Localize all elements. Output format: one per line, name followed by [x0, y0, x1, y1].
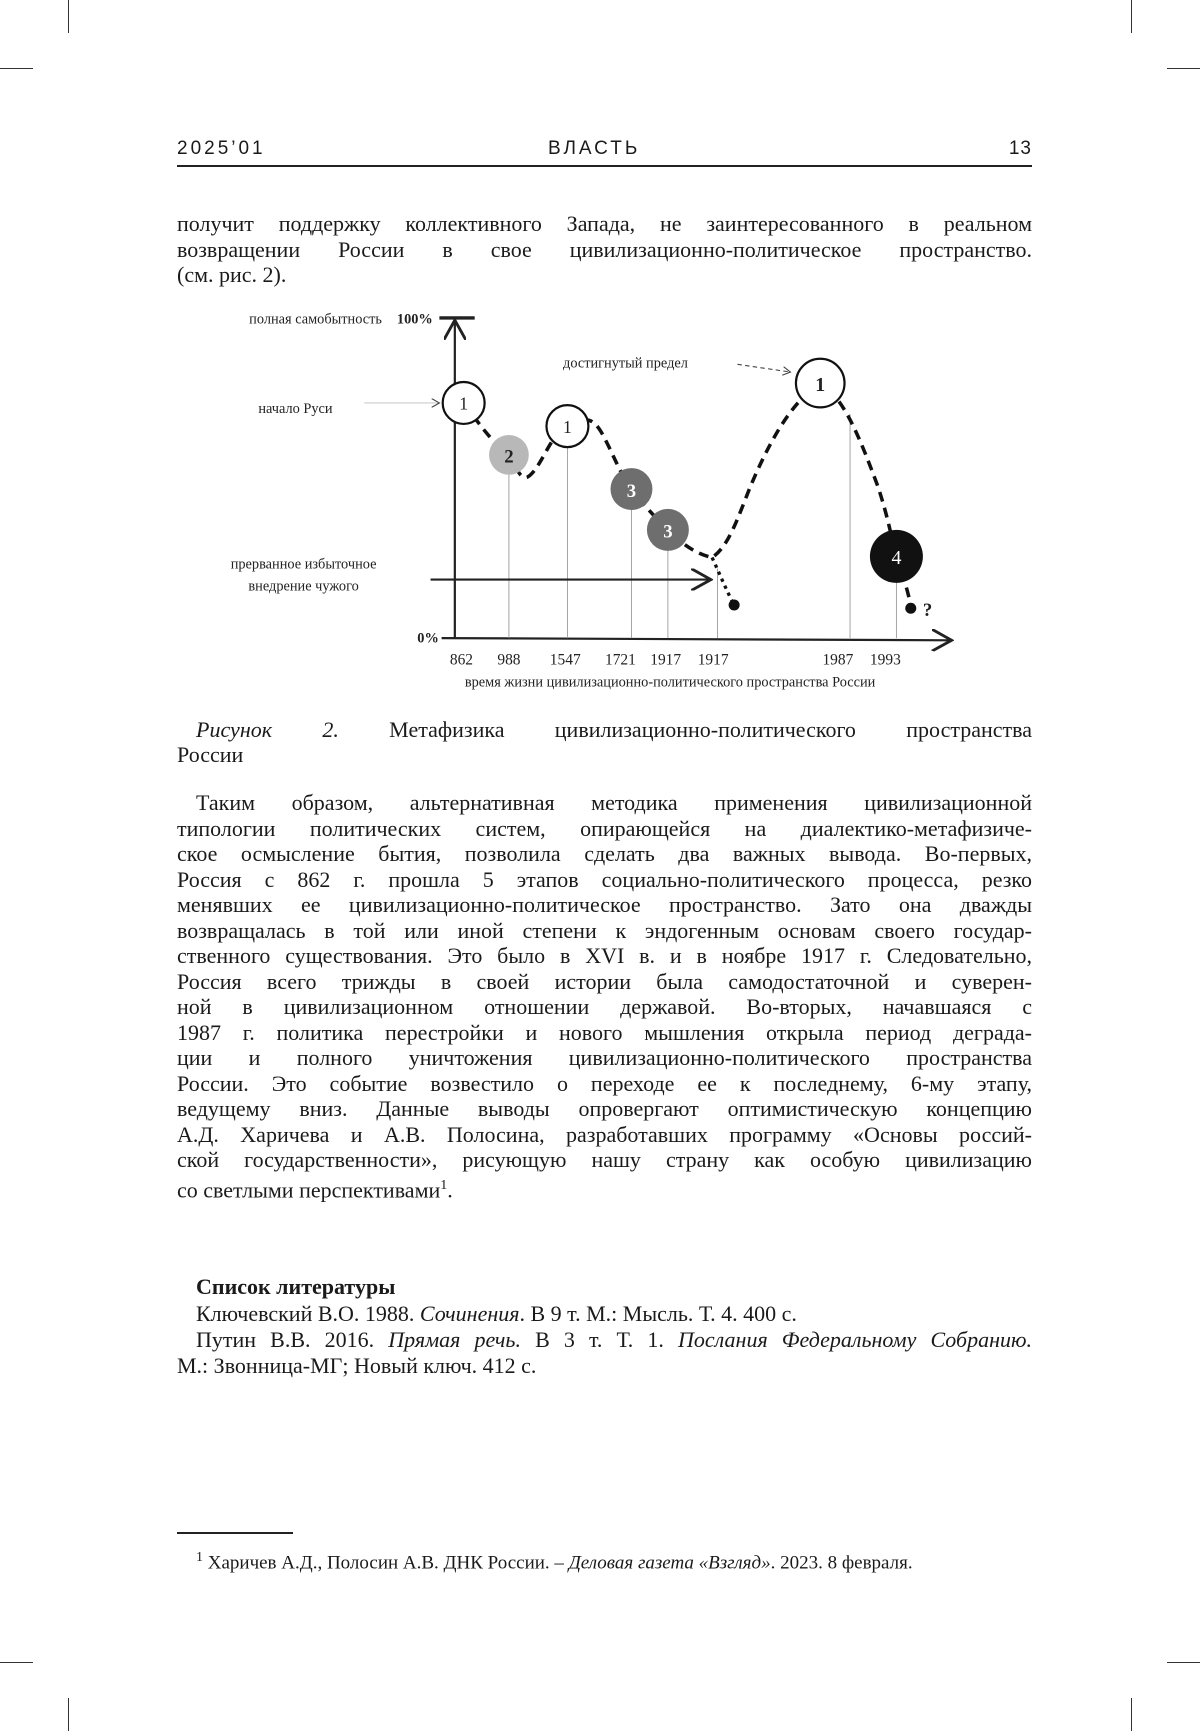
text-line: ское осмысление бытия, позволила сделать…	[177, 841, 1032, 867]
interrupted-branch	[712, 557, 734, 604]
crop-mark	[0, 68, 33, 69]
crop-mark	[68, 0, 69, 33]
year-label: 1993	[870, 652, 901, 669]
stage-circle: 1	[443, 382, 485, 424]
text-line: России. Это событие возвестило о переход…	[177, 1071, 1032, 1097]
header-rule	[177, 165, 1032, 167]
year-label: 1917	[698, 652, 729, 669]
question-mark: ?	[923, 600, 932, 621]
text-line: ции и полного уничтожения цивилизационно…	[177, 1045, 1032, 1071]
stage-circle: 1	[546, 405, 588, 447]
text-line: Россия с 862 г. прошла 5 этапов социальн…	[177, 867, 1032, 893]
text-line: со светлыми перспективами1.	[177, 1173, 1032, 1199]
label-interrupted: внедрение чужого	[248, 579, 358, 595]
x-axis-title: время жизни цивилизационно-политического…	[465, 675, 876, 691]
label-interrupted: прерванное избыточное	[231, 557, 377, 573]
label-0: 0%	[417, 631, 439, 647]
reference-item: Путин В.В. 2016. Прямая речь. В 3 т. Т. …	[196, 1327, 1032, 1353]
crop-mark	[1131, 1698, 1132, 1731]
year-label: 1547	[550, 652, 581, 669]
text-line: менявших ее цивилизационно-политическое …	[177, 892, 1032, 918]
text-line: Россия всего трижды в своей истории была…	[177, 969, 1032, 995]
x-axis	[442, 638, 952, 640]
stage-circle: 4	[870, 530, 923, 583]
svg-text:1: 1	[563, 417, 572, 437]
text-line: возвращении России в свое цивилизационно…	[177, 237, 1032, 263]
year-label: 988	[497, 652, 520, 669]
year-label: 862	[450, 652, 473, 669]
text-line: ской государственности», рисующую нашу с…	[177, 1147, 1032, 1173]
journal-title: ВЛАСТЬ	[548, 138, 640, 160]
stage-circle: 3	[610, 468, 652, 510]
svg-text:3: 3	[627, 481, 636, 502]
label-100: 100%	[397, 311, 433, 327]
text-line: А.Д. Харичева и А.В. Полосина, разработа…	[177, 1122, 1032, 1148]
text-line: ведущему вниз. Данные выводы опровергают…	[177, 1096, 1032, 1122]
stage-circle: 2	[489, 435, 529, 475]
svg-text:2: 2	[504, 447, 513, 468]
reference-item-cont: М.: Звонница-МГ; Новый ключ. 412 с.	[177, 1353, 1032, 1379]
end-dot	[905, 603, 916, 614]
caption-text: Метафизика цивилизационно-политического …	[389, 717, 1032, 742]
label-start: начало Руси	[258, 401, 333, 417]
text-line: получит поддержку коллективного Запада, …	[177, 211, 1032, 237]
svg-text:1: 1	[815, 374, 825, 396]
footnote-reference[interactable]: 1	[440, 1178, 447, 1193]
text-line: возвращалась в той или иной степени к эн…	[177, 918, 1032, 944]
crop-mark	[1131, 0, 1132, 33]
label-peak: достигнутый предел	[563, 356, 688, 372]
crop-mark	[1167, 68, 1200, 69]
crop-mark	[68, 1698, 69, 1731]
end-dot	[729, 599, 740, 610]
caption-label: Рисунок 2.	[196, 717, 339, 742]
text-line: ственного существования. Это было в XVI …	[177, 943, 1032, 969]
year-label: 1987	[822, 652, 853, 669]
references-heading: Список литературы	[196, 1274, 1032, 1300]
text-line: (см. рис. 2).	[177, 262, 1032, 288]
svg-text:3: 3	[663, 522, 672, 543]
text-line: 1987 г. политика перестройки и нового мы…	[177, 1020, 1032, 1046]
page-number: 13	[1009, 138, 1032, 160]
figure-caption: Рисунок 2. Метафизика цивилизационно-пол…	[196, 717, 1032, 743]
peak-arrow	[737, 364, 790, 372]
footnote: 1 Харичев А.Д., Полосин А.В. ДНК России.…	[196, 1545, 1032, 1571]
issue-number: 2025’01	[177, 138, 266, 160]
stage-circle: 3	[647, 509, 689, 551]
year-label: 1721	[605, 652, 636, 669]
text-line: Таким образом, альтернативная методика п…	[196, 790, 1032, 816]
year-label: 1917	[650, 652, 681, 669]
text-line: типологии политических систем, опирающей…	[177, 816, 1032, 842]
svg-text:4: 4	[891, 547, 901, 569]
svg-text:1: 1	[459, 394, 468, 414]
figure-caption: России	[177, 742, 1032, 768]
trajectory-curve	[464, 383, 911, 605]
footnote-rule	[177, 1532, 293, 1534]
label-full-identity: полная самобытность	[249, 311, 382, 327]
drop-lines	[509, 414, 896, 638]
reference-item: Ключевский В.О. 1988. Сочинения. В 9 т. …	[196, 1301, 1032, 1327]
text-line: ной в цивилизационном отношении державой…	[177, 994, 1032, 1020]
crop-mark	[1167, 1662, 1200, 1663]
stage-circle: 1	[796, 359, 845, 408]
crop-mark	[0, 1662, 33, 1663]
